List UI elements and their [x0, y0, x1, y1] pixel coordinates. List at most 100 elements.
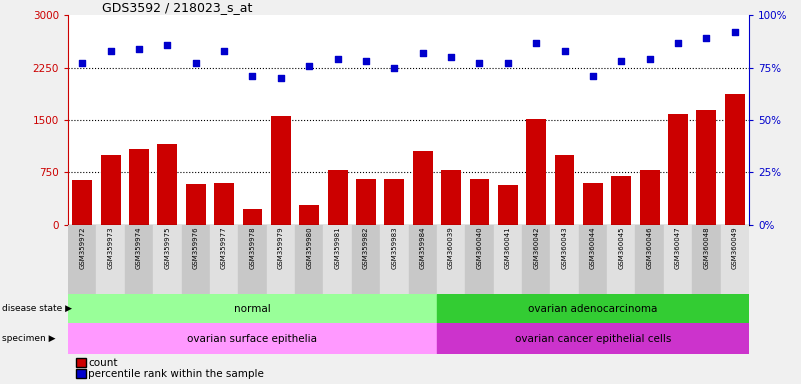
Text: GSM360048: GSM360048 [703, 226, 710, 269]
Point [104, 48, 117, 54]
Text: GSM360043: GSM360043 [562, 226, 568, 269]
Bar [72, 180, 92, 225]
Bar [413, 151, 433, 225]
Bar [214, 183, 234, 225]
Bar [437, 294, 749, 323]
Bar [153, 225, 182, 294]
Text: ovarian surface epithelia: ovarian surface epithelia [187, 334, 317, 344]
Point [671, 40, 684, 46]
Point [331, 56, 344, 62]
Text: GSM360049: GSM360049 [732, 226, 738, 269]
Point [445, 54, 457, 60]
Text: ovarian adenocarcinoma: ovarian adenocarcinoma [528, 303, 658, 314]
Bar [635, 225, 664, 294]
Point [586, 73, 599, 79]
Point [558, 48, 571, 54]
Text: GSM359977: GSM359977 [221, 226, 227, 269]
Text: percentile rank within the sample: percentile rank within the sample [88, 369, 264, 379]
Bar [300, 205, 319, 225]
Text: GSM360039: GSM360039 [448, 226, 454, 269]
Text: GSM359980: GSM359980 [306, 226, 312, 269]
Bar [668, 114, 688, 225]
Point [303, 63, 316, 69]
Text: GSM360047: GSM360047 [675, 226, 681, 269]
Point [388, 65, 400, 71]
Bar [68, 323, 437, 354]
Bar [384, 179, 405, 225]
Text: GSM360044: GSM360044 [590, 226, 596, 268]
Text: normal: normal [234, 303, 271, 314]
Bar [68, 225, 96, 294]
Bar [158, 144, 177, 225]
Bar [522, 225, 550, 294]
Text: GSM359972: GSM359972 [79, 226, 85, 268]
Text: GSM360042: GSM360042 [533, 226, 539, 268]
Text: GSM359974: GSM359974 [136, 226, 142, 268]
Bar [692, 225, 721, 294]
Bar [550, 225, 578, 294]
Text: ovarian cancer epithelial cells: ovarian cancer epithelial cells [515, 334, 671, 344]
Bar [239, 225, 267, 294]
Bar [526, 119, 546, 225]
Text: GSM360045: GSM360045 [618, 226, 624, 268]
Point [473, 60, 486, 66]
Point [529, 40, 542, 46]
Text: GSM360046: GSM360046 [646, 226, 653, 269]
Bar [243, 209, 263, 225]
Bar [498, 185, 517, 225]
Point [189, 60, 202, 66]
Bar [356, 179, 376, 225]
Text: GSM359984: GSM359984 [420, 226, 425, 268]
Bar [583, 184, 603, 225]
Text: GSM359976: GSM359976 [193, 226, 199, 269]
Bar [352, 225, 380, 294]
Point [728, 29, 741, 35]
Text: disease state ▶: disease state ▶ [2, 304, 71, 313]
Bar [380, 225, 409, 294]
Bar [96, 225, 125, 294]
Text: GSM359973: GSM359973 [107, 226, 114, 269]
Point [76, 60, 89, 66]
Text: GSM359979: GSM359979 [278, 226, 284, 269]
Bar [101, 155, 121, 225]
Bar [328, 170, 348, 225]
Bar [493, 225, 522, 294]
Bar [271, 116, 291, 225]
Bar [725, 94, 745, 225]
Bar [409, 225, 437, 294]
Bar [125, 225, 153, 294]
Point [643, 56, 656, 62]
Bar [607, 225, 635, 294]
Text: GSM360041: GSM360041 [505, 226, 511, 269]
Point [360, 58, 372, 65]
Point [615, 58, 628, 65]
Bar [129, 149, 149, 225]
Bar [295, 225, 324, 294]
Text: GSM359983: GSM359983 [392, 226, 397, 269]
Text: GSM359978: GSM359978 [249, 226, 256, 269]
Bar [182, 225, 210, 294]
Point [133, 46, 146, 52]
Point [700, 35, 713, 41]
Bar [210, 225, 239, 294]
Text: count: count [88, 358, 118, 368]
Text: GSM359975: GSM359975 [164, 226, 171, 268]
Bar [721, 225, 749, 294]
Point [218, 48, 231, 54]
Bar [437, 225, 465, 294]
Bar [186, 184, 206, 225]
Text: specimen ▶: specimen ▶ [2, 334, 55, 343]
Point [161, 41, 174, 48]
Bar [324, 225, 352, 294]
Text: GSM359982: GSM359982 [363, 226, 369, 268]
Point [275, 75, 288, 81]
Bar [611, 176, 631, 225]
Bar [664, 225, 692, 294]
Bar [267, 225, 295, 294]
Bar [68, 294, 437, 323]
Bar [578, 225, 607, 294]
Text: GSM359981: GSM359981 [335, 226, 340, 269]
Bar [465, 225, 493, 294]
Bar [437, 323, 749, 354]
Bar [554, 155, 574, 225]
